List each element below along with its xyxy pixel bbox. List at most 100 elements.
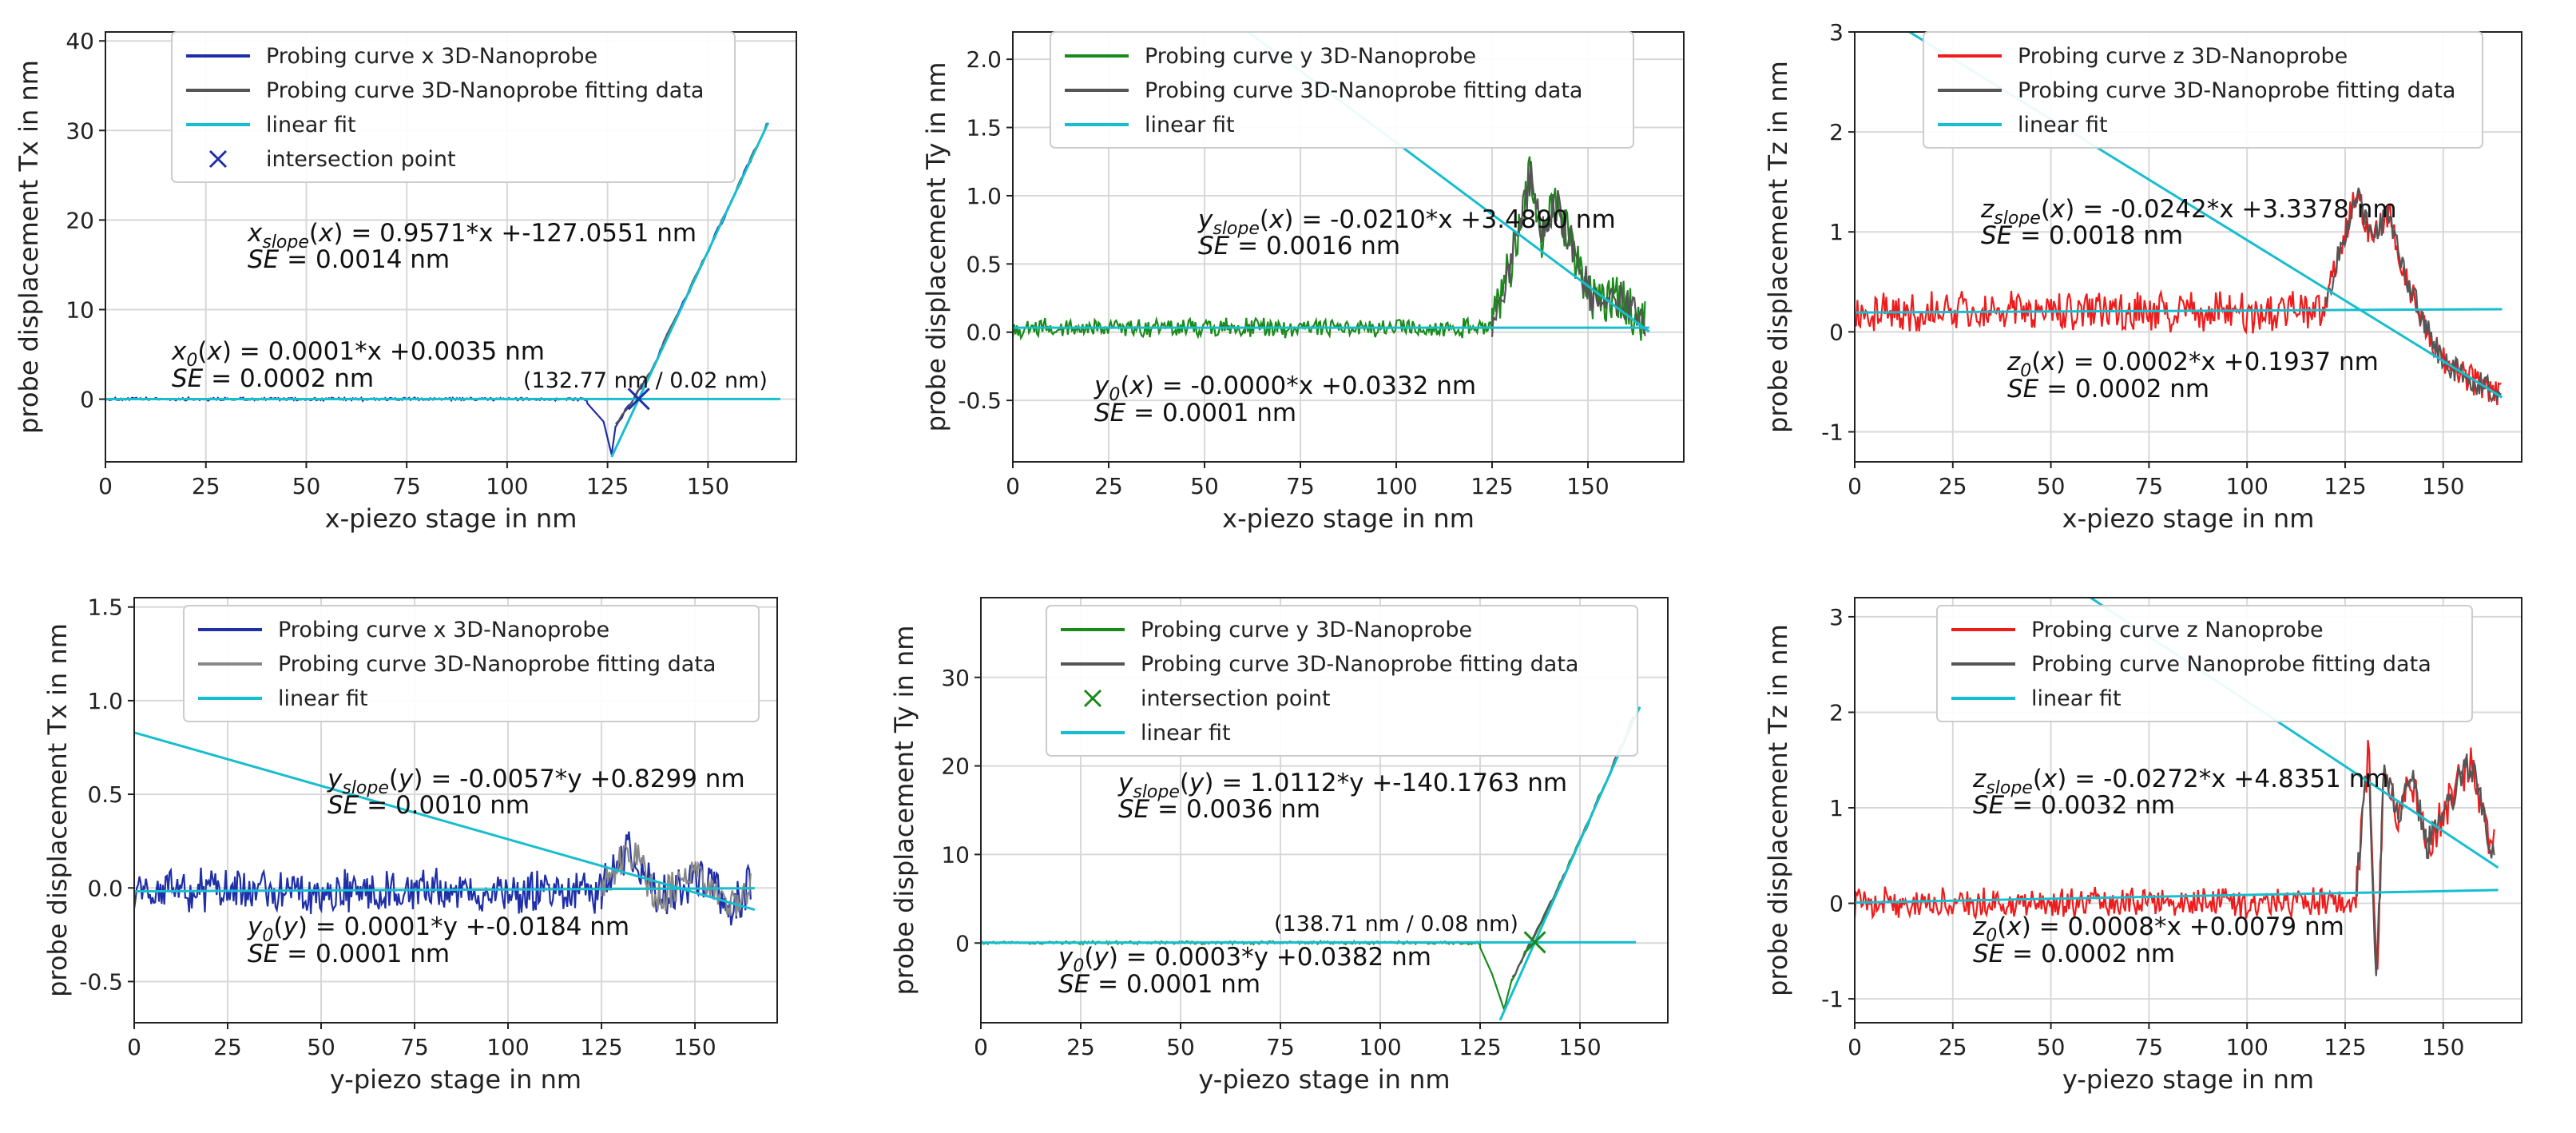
y-tick-label: 20	[65, 207, 94, 233]
x-tick-label: 100	[486, 1034, 529, 1060]
y-tick-label: 30	[65, 117, 94, 144]
x-tick-label: 50	[1190, 473, 1219, 499]
y-tick-label: 1.5	[966, 115, 1002, 141]
x-tick-label: 0	[1848, 473, 1862, 499]
series-group	[981, 706, 1641, 1021]
baseline-equation: z0(x) = 0.0002*x +0.1937 nm	[2006, 348, 2379, 381]
baseline-standard-error: SE = 0.0002 nm	[1973, 940, 2175, 968]
y-tick-label: 0.5	[966, 251, 1002, 277]
y-tick-label: 0.0	[966, 320, 1002, 346]
y-tick-label: -1	[1821, 986, 1844, 1012]
slope-standard-error: SE = 0.0014 nm	[248, 245, 450, 274]
x-tick-label: 75	[392, 473, 421, 499]
legend-entry-label: linear fit	[1145, 113, 1235, 137]
x-tick-label: 25	[1939, 473, 1967, 499]
legend-box	[1046, 605, 1638, 757]
x-tick-label: 125	[2324, 1034, 2366, 1060]
y-tick-label: 3	[1829, 19, 1844, 46]
slope-fit-line	[1498, 706, 1641, 1021]
plot-frame	[980, 597, 1669, 1024]
y-axis-label: probe displacement Ty in nm	[889, 626, 919, 996]
y-tick-label: 1	[1829, 795, 1844, 821]
baseline-standard-error: SE = 0.0002 nm	[2007, 375, 2209, 404]
x-tick-label: 100	[1359, 1034, 1401, 1060]
legend-entry-label: Probing curve y 3D-Nanoprobe	[1141, 618, 1472, 642]
y-axis-label: probe displacement Ty in nm	[921, 62, 951, 432]
x-tick-label: 0	[1848, 1034, 1862, 1060]
legend-entry-label: Probing curve x 3D-Nanoprobe	[266, 44, 597, 69]
baseline-equation: y0(y) = 0.0003*y +0.0382 nm	[1058, 943, 1431, 976]
y-tick-label: 0.0	[87, 875, 123, 901]
y-tick-label: 0	[955, 930, 970, 956]
fitting-data-line	[2356, 753, 2495, 976]
intersection-point-label: (138.71 nm / 0.08 nm)	[1274, 912, 1518, 936]
slope-equation: yslope(y) = -0.0057*y +0.8299 nm	[327, 765, 745, 798]
slope-standard-error: SE = 0.0036 nm	[1118, 795, 1320, 824]
y-axis-label: probe displacement Tz in nm	[1763, 61, 1793, 433]
y-tick-label: 1.0	[966, 183, 1002, 209]
intersection-point-label: (132.77 nm / 0.02 nm)	[523, 368, 768, 393]
probing-curve-line	[1013, 156, 1646, 341]
x-tick-label: 75	[400, 1034, 429, 1060]
y-tick-label: 2.0	[966, 46, 1002, 73]
x-tick-label: 125	[1471, 473, 1513, 499]
x-tick-label: 25	[1939, 1034, 1967, 1060]
x-tick-label: 150	[673, 1034, 716, 1060]
legend-entry-label: Probing curve 3D-Nanoprobe fitting data	[278, 652, 716, 677]
intersection-point-marker	[1523, 931, 1546, 954]
legend-entry-label: intersection point	[266, 147, 456, 172]
y-tick-label: 10	[65, 296, 94, 323]
legend-box	[171, 31, 736, 183]
x-tick-label: 25	[192, 473, 220, 499]
chart-p2: 0 25 50 75 100 125 150 -0.5 0.0 0.5 1.0 1.5 2.0 x-pie…	[921, 31, 1685, 534]
chart-p4: 0 25 50 75 100 125 150 -0.5 0.0 0.5 1.0 1.5 y-piezo …	[42, 594, 778, 1095]
x-tick-label: 50	[292, 473, 321, 499]
x-tick-label: 50	[2037, 1034, 2066, 1060]
legend-entry-label: Probing curve 3D-Nanoprobe fitting data	[1145, 78, 1582, 103]
legend-box	[1923, 31, 2483, 149]
legend-entry-label: linear fit	[2031, 686, 2122, 711]
y-tick-label: -1	[1821, 419, 1844, 445]
baseline-equation: x0(x) = 0.0001*x +0.0035 nm	[171, 337, 545, 371]
y-tick-label: 3	[1829, 604, 1844, 630]
legend-entry-label: Probing curve y 3D-Nanoprobe	[1145, 44, 1476, 69]
y-tick-label: 40	[65, 28, 94, 54]
y-tick-label: 30	[941, 665, 970, 691]
legend: Probing curve y 3D-Nanoprobe Probing curv…	[1050, 31, 1634, 149]
series-group	[105, 121, 780, 458]
y-tick-label: 2	[1829, 119, 1844, 145]
legend: Probing curve z 3D-Nanoprobe Probing curv…	[1923, 31, 2483, 149]
slope-standard-error: SE = 0.0010 nm	[327, 791, 530, 820]
x-axis-label: y-piezo stage in nm	[2062, 1064, 2314, 1095]
y-tick-label: 0	[80, 387, 94, 413]
x-tick-label: 25	[1066, 1034, 1095, 1060]
x-tick-label: 0	[1006, 473, 1020, 499]
x-tick-label: 0	[974, 1034, 988, 1060]
x-tick-label: 75	[1286, 473, 1315, 499]
slope-equation: zslope(x) = -0.0272*x +4.8351 nm	[1972, 765, 2389, 798]
legend-entry-label: linear fit	[266, 113, 356, 137]
legend: Probing curve x 3D-Nanoprobe Probing curv…	[171, 31, 736, 183]
y-axis-label: probe displacement Tz in nm	[1763, 624, 1793, 996]
y-tick-label: 1.5	[87, 594, 123, 621]
x-tick-label: 100	[2225, 473, 2268, 499]
baseline-equation: y0(y) = 0.0001*y +-0.0184 nm	[247, 912, 629, 946]
baseline-standard-error: SE = 0.0002 nm	[172, 364, 374, 393]
y-tick-label: 20	[941, 753, 970, 780]
legend-box	[183, 605, 760, 722]
y-axis-label: probe displacement Tx in nm	[14, 60, 44, 434]
x-tick-label: 150	[1566, 473, 1609, 499]
x-tick-label: 50	[2037, 473, 2066, 499]
x-tick-label: 75	[2135, 1034, 2164, 1060]
fitting-data-line	[1490, 161, 1646, 337]
y-tick-label: 1.0	[87, 688, 123, 714]
x-tick-label: 0	[98, 473, 113, 499]
chart-p3: 0 25 50 75 100 125 150 -1 0 1 2 3 x-piezo stage in n…	[1763, 19, 2522, 534]
x-axis-label: x-piezo stage in nm	[2062, 503, 2315, 534]
legend-entry-label: Probing curve 3D-Nanoprobe fitting data	[266, 78, 704, 103]
slope-fit-line	[134, 731, 756, 911]
slope-equation: yslope(y) = 1.0112*y +-140.1763 nm	[1117, 769, 1567, 802]
x-axis-label: x-piezo stage in nm	[1222, 503, 1475, 534]
